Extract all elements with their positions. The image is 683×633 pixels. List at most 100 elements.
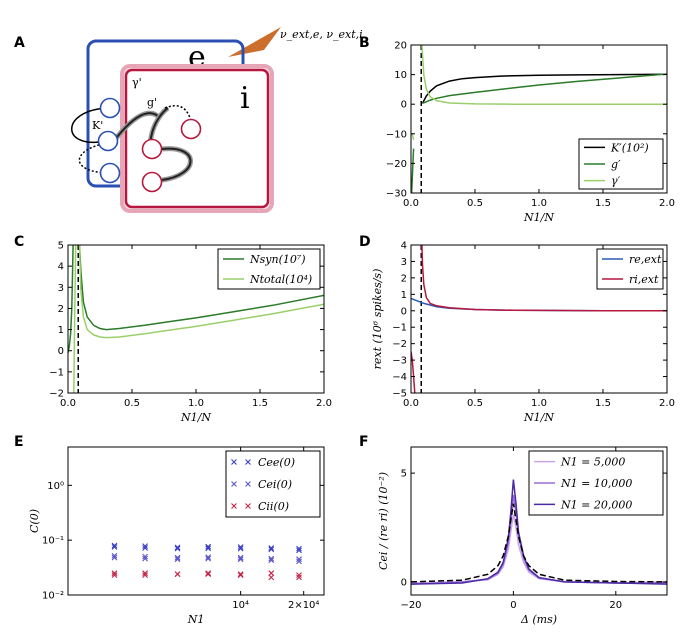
y-tick-label: −4 bbox=[392, 372, 407, 383]
scatter-point bbox=[142, 553, 148, 560]
legend-label: g′ bbox=[611, 158, 621, 171]
plot-area-e bbox=[111, 542, 302, 581]
legend-marker bbox=[231, 481, 237, 487]
scatter-point bbox=[237, 554, 244, 561]
external-input-label: ν_ext,e, ν_ext,i bbox=[280, 28, 363, 41]
y-tick-label: −1 bbox=[392, 323, 407, 334]
axes-frame bbox=[67, 446, 325, 596]
series-line bbox=[421, 73, 667, 104]
x-axis-label: N1/N bbox=[523, 211, 554, 224]
axes-frame bbox=[410, 44, 668, 194]
legend-label: γ′ bbox=[611, 175, 621, 188]
plot-area-b bbox=[411, 45, 667, 193]
legend-label: Nsyn(10⁷) bbox=[249, 253, 306, 266]
legend-label: Cii(0) bbox=[258, 500, 289, 513]
inh-neuron-2 bbox=[141, 138, 163, 160]
scatter-point bbox=[268, 555, 275, 562]
legend-box bbox=[225, 450, 321, 518]
legend: Cee(0) Cei(0) Cii(0) bbox=[225, 450, 321, 518]
series-line bbox=[421, 45, 667, 105]
series-line bbox=[421, 245, 667, 312]
y-tick-label: −20 bbox=[386, 159, 407, 170]
y-tick-label: 2 bbox=[401, 273, 407, 284]
exc-neuron-1 bbox=[99, 97, 121, 119]
scatter-point bbox=[111, 570, 118, 577]
legend: re,ext ri,ext bbox=[596, 248, 664, 290]
x-axis-label: N1 bbox=[187, 613, 205, 626]
gamma-label: γ' bbox=[132, 76, 142, 89]
y-axis-label: C(0) bbox=[28, 509, 41, 533]
y-tick-label: 10⁰ bbox=[47, 481, 64, 492]
x-axis-label: Δ (ms) bbox=[520, 613, 557, 626]
scatter-point bbox=[142, 555, 148, 562]
x-tick-label: 0.5 bbox=[124, 398, 140, 409]
legend-box bbox=[596, 248, 664, 290]
series-branch bbox=[68, 245, 74, 353]
x-axis-label: N1/N bbox=[180, 411, 211, 424]
legend-box bbox=[217, 248, 321, 290]
y-tick-label: −3 bbox=[392, 356, 407, 367]
k-connection-solid bbox=[71, 107, 109, 144]
y-tick-label: 5 bbox=[401, 469, 407, 480]
x-tick-label: 1.5 bbox=[595, 198, 611, 209]
y-tick-label: 20 bbox=[394, 41, 407, 52]
series-line bbox=[411, 479, 667, 585]
series-line bbox=[422, 73, 667, 105]
panel-label-e: E bbox=[14, 434, 24, 450]
legend-marker bbox=[245, 459, 251, 465]
chart-d: 0.0 0.5 1.0 1.5 2.0 −5 −4 −3 −2 −1 0 1 2 3 4 N1/N rext (… bbox=[371, 241, 675, 425]
inhibitory-population-box bbox=[124, 68, 270, 209]
panel-label-d: D bbox=[359, 234, 371, 250]
scatter-point bbox=[296, 545, 302, 552]
scatter-point bbox=[237, 571, 244, 578]
plot-area-d bbox=[411, 245, 667, 393]
y-tick-label: −1 bbox=[49, 367, 64, 378]
scatter-point bbox=[111, 544, 118, 550]
scatter-point bbox=[296, 556, 302, 563]
x-tick-label: 1.0 bbox=[531, 198, 547, 209]
legend-marker bbox=[245, 503, 251, 509]
scatter-point bbox=[237, 556, 244, 563]
x-tick-label: 0.0 bbox=[403, 398, 419, 409]
x-tick-label: 0.0 bbox=[60, 398, 76, 409]
external-input-arrow bbox=[228, 27, 281, 57]
y-tick-label: 0 bbox=[401, 100, 407, 111]
y-tick-label: 4 bbox=[58, 262, 64, 273]
scatter-point bbox=[111, 542, 118, 549]
scatter-point bbox=[237, 572, 244, 579]
series-line bbox=[78, 245, 324, 331]
x-tick-label: 10⁴ bbox=[232, 600, 249, 611]
scatter-point bbox=[205, 545, 212, 552]
legend-label: N1 = 10,000 bbox=[560, 477, 632, 490]
x-tick-label: 1.0 bbox=[188, 398, 204, 409]
scatter-point bbox=[174, 545, 181, 552]
y-tick-label: −5 bbox=[392, 389, 407, 400]
x-axis-label: N1/N bbox=[523, 411, 554, 424]
y-tick-label: 10 bbox=[394, 70, 407, 81]
legend: Nsyn(10⁷) Ntotal(10⁴) bbox=[217, 248, 321, 290]
y-tick-label: −2 bbox=[49, 389, 64, 400]
x-tick-label: 2×10⁴ bbox=[288, 600, 319, 611]
scatter-point bbox=[268, 545, 275, 551]
series-branch bbox=[411, 148, 415, 193]
legend-label: N1 = 20,000 bbox=[560, 498, 632, 511]
y-tick-label: 0 bbox=[401, 577, 407, 588]
network-schematic: ν_ext,e, ν_ext,i e i γ' g' K' bbox=[71, 27, 363, 213]
y-tick-label: 3 bbox=[58, 283, 64, 294]
x-tick-label: 1.0 bbox=[531, 398, 547, 409]
y-tick-label: −30 bbox=[386, 189, 407, 200]
scatter-point bbox=[237, 544, 244, 550]
scatter-point bbox=[174, 544, 181, 551]
y-tick-label: −2 bbox=[392, 339, 407, 350]
x-tick-label: 0.5 bbox=[467, 398, 483, 409]
y-tick-label: 10⁻² bbox=[42, 591, 64, 602]
legend: K′(10²) g′ γ′ bbox=[578, 138, 664, 190]
axes-frame bbox=[410, 446, 668, 596]
y-tick-label: 4 bbox=[401, 241, 407, 252]
y-axis-label: rext (10⁶ spikes/s) bbox=[371, 269, 384, 370]
scatter-point bbox=[205, 570, 212, 577]
x-tick-label: 2.0 bbox=[316, 398, 332, 409]
series-line bbox=[411, 514, 667, 584]
axes-frame bbox=[67, 244, 325, 394]
scatter-point bbox=[268, 546, 275, 553]
